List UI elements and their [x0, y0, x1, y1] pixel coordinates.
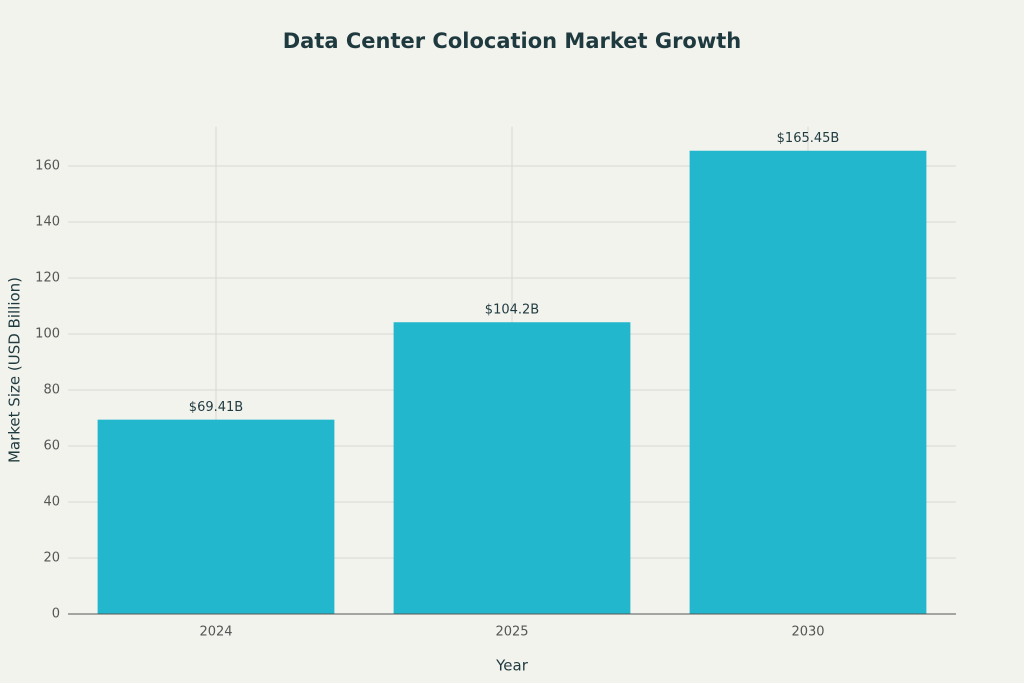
y-tick-label: 20 — [43, 551, 60, 566]
y-tick-label: 80 — [43, 383, 60, 398]
x-axis-title: Year — [495, 657, 529, 675]
data-label: $165.45B — [777, 131, 840, 146]
y-tick-label: 60 — [43, 439, 60, 454]
x-tick-label: 2024 — [199, 625, 232, 640]
data-label: $104.2B — [485, 303, 539, 318]
y-axis-title: Market Size (USD Billion) — [6, 277, 24, 463]
data-label: $69.41B — [189, 400, 243, 415]
y-tick-label: 140 — [35, 215, 60, 230]
y-tick-label: 0 — [52, 607, 60, 622]
y-tick-label: 120 — [35, 271, 60, 286]
x-tick-label: 2025 — [495, 625, 528, 640]
y-tick-label: 100 — [35, 327, 60, 342]
bar — [393, 322, 631, 614]
chart-title: Data Center Colocation Market Growth — [283, 29, 742, 53]
y-tick-label: 40 — [43, 495, 60, 510]
x-tick-label: 2030 — [791, 625, 824, 640]
bar — [97, 419, 335, 614]
y-tick-label: 160 — [35, 159, 60, 174]
bar — [689, 150, 927, 615]
